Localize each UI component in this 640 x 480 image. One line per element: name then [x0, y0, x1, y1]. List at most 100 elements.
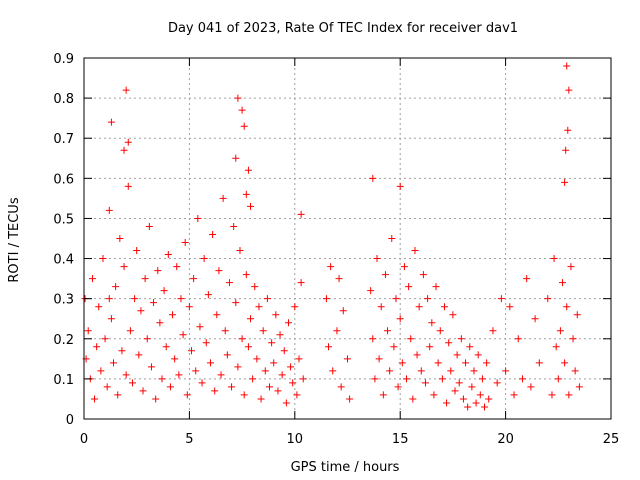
- data-point: [188, 347, 196, 355]
- y-tick-label: 0.8: [53, 92, 74, 107]
- data-point: [518, 375, 526, 383]
- x-axis-label: GPS time / hours: [291, 460, 400, 475]
- data-point: [244, 166, 252, 174]
- data-point: [169, 311, 177, 319]
- data-point: [565, 391, 573, 399]
- data-point: [434, 359, 442, 367]
- data-point: [339, 307, 347, 315]
- data-point: [97, 367, 105, 375]
- data-point: [472, 399, 480, 407]
- data-point: [384, 327, 392, 335]
- data-point: [409, 395, 417, 403]
- data-point: [447, 367, 455, 375]
- data-point: [523, 275, 531, 283]
- data-point: [430, 391, 438, 399]
- data-point: [388, 235, 396, 242]
- data-point: [375, 355, 383, 363]
- data-point: [470, 367, 478, 375]
- data-point: [561, 178, 569, 186]
- data-point: [270, 359, 278, 367]
- data-point: [238, 335, 246, 343]
- data-point: [459, 395, 467, 403]
- data-point: [247, 315, 255, 323]
- data-point: [257, 395, 265, 403]
- data-point: [489, 327, 497, 335]
- data-point: [497, 295, 505, 303]
- data-point: [198, 379, 206, 387]
- data-point: [405, 283, 413, 291]
- grid-lines: [84, 58, 611, 419]
- data-point: [562, 146, 570, 154]
- data-point: [230, 222, 238, 230]
- data-point: [204, 291, 212, 299]
- data-point: [236, 247, 244, 255]
- data-point: [561, 359, 569, 367]
- data-point: [177, 295, 185, 303]
- data-point: [240, 122, 248, 130]
- data-point: [381, 271, 389, 279]
- y-tick-label: 0.5: [53, 212, 74, 227]
- data-point: [403, 375, 411, 383]
- data-point: [438, 375, 446, 383]
- data-point: [297, 279, 305, 287]
- data-point: [200, 255, 208, 263]
- data-point: [259, 327, 267, 335]
- data-point: [183, 391, 191, 399]
- data-point: [156, 319, 164, 327]
- data-point: [242, 271, 250, 279]
- data-point: [464, 403, 472, 411]
- data-point: [284, 319, 292, 327]
- data-point: [559, 279, 567, 287]
- data-point: [440, 303, 448, 311]
- data-point: [280, 347, 288, 355]
- data-point: [531, 315, 539, 323]
- data-point: [217, 371, 225, 379]
- data-point: [567, 263, 575, 271]
- data-point: [209, 230, 217, 238]
- data-point: [510, 391, 518, 399]
- data-point: [424, 295, 432, 303]
- data-point: [377, 303, 385, 311]
- data-point: [333, 327, 341, 335]
- data-point: [548, 391, 556, 399]
- data-point: [369, 174, 377, 182]
- data-point: [445, 339, 453, 347]
- data-point: [112, 283, 120, 291]
- data-point: [137, 307, 145, 315]
- data-point: [415, 303, 423, 311]
- data-point: [242, 190, 250, 198]
- data-point: [99, 255, 107, 263]
- data-point: [232, 299, 240, 307]
- data-point: [272, 311, 280, 319]
- data-point: [322, 295, 330, 303]
- data-point: [261, 367, 269, 375]
- data-point: [114, 391, 122, 399]
- data-point: [196, 323, 204, 331]
- data-point: [394, 383, 402, 391]
- data-point: [287, 363, 295, 371]
- data-point: [238, 106, 246, 114]
- data-point: [232, 154, 240, 162]
- y-tick-label: 0.1: [53, 373, 74, 388]
- data-point: [192, 367, 200, 375]
- data-point: [514, 335, 522, 343]
- data-point: [143, 335, 151, 343]
- data-point: [506, 303, 514, 311]
- data-point: [122, 371, 130, 379]
- y-tick-label: 0: [66, 413, 74, 428]
- data-point: [289, 379, 297, 387]
- data-point: [390, 343, 398, 351]
- data-point: [107, 315, 115, 323]
- data-point: [346, 395, 354, 403]
- data-point: [190, 275, 198, 283]
- data-point: [575, 383, 583, 391]
- y-tick-label: 0.7: [53, 132, 74, 147]
- data-point: [502, 367, 510, 375]
- data-point: [118, 347, 126, 355]
- data-point: [93, 343, 101, 351]
- plot-frame: [83, 57, 612, 420]
- data-point: [325, 343, 333, 351]
- data-point: [215, 267, 223, 275]
- data-point: [299, 375, 307, 383]
- data-point: [105, 295, 113, 303]
